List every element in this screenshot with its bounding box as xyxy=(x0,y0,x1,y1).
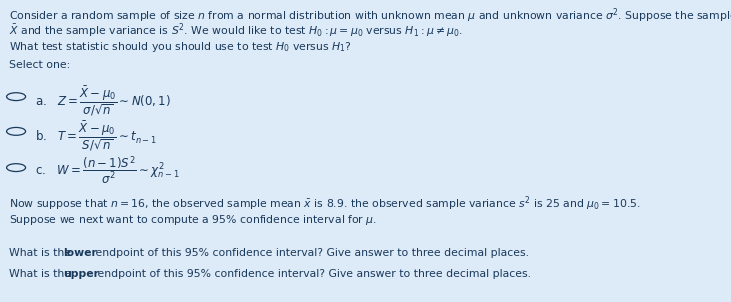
Text: c.   $W = \dfrac{(n-1)S^2}{\sigma^2} \sim \chi^2_{n-1}$: c. $W = \dfrac{(n-1)S^2}{\sigma^2} \sim … xyxy=(35,154,180,187)
Text: endpoint of this 95% confidence interval? Give answer to three decimal places.: endpoint of this 95% confidence interval… xyxy=(92,248,529,258)
Text: b.   $T = \dfrac{\bar{X}-\mu_0}{S/\sqrt{n}} \sim t_{n-1}$: b. $T = \dfrac{\bar{X}-\mu_0}{S/\sqrt{n}… xyxy=(35,119,157,153)
Text: upper: upper xyxy=(64,269,99,279)
Text: $\bar{X}$ and the sample variance is $S^2$. We would like to test $H_0 : \mu = \: $\bar{X}$ and the sample variance is $S^… xyxy=(9,22,463,40)
Text: What is the: What is the xyxy=(9,248,75,258)
Text: endpoint of this 95% confidence interval? Give answer to three decimal places.: endpoint of this 95% confidence interval… xyxy=(94,269,531,279)
Text: a.   $Z = \dfrac{\bar{X}-\mu_0}{\sigma/\sqrt{n}} \sim N(0,1)$: a. $Z = \dfrac{\bar{X}-\mu_0}{\sigma/\sq… xyxy=(35,85,171,118)
Text: What test statistic should you should use to test $H_0$ versus $H_1$?: What test statistic should you should us… xyxy=(9,40,352,54)
Text: Suppose we next want to compute a 95% confidence interval for $\mu$.: Suppose we next want to compute a 95% co… xyxy=(9,213,377,227)
Text: What is the: What is the xyxy=(9,269,75,279)
Text: lower: lower xyxy=(64,248,97,258)
Text: Select one:: Select one: xyxy=(9,60,70,70)
Text: Consider a random sample of size $n$ from a normal distribution with unknown mea: Consider a random sample of size $n$ fro… xyxy=(9,7,731,25)
Text: Now suppose that $n = 16$, the observed sample mean $\bar{x}$ is 8.9. the observ: Now suppose that $n = 16$, the observed … xyxy=(9,195,640,214)
